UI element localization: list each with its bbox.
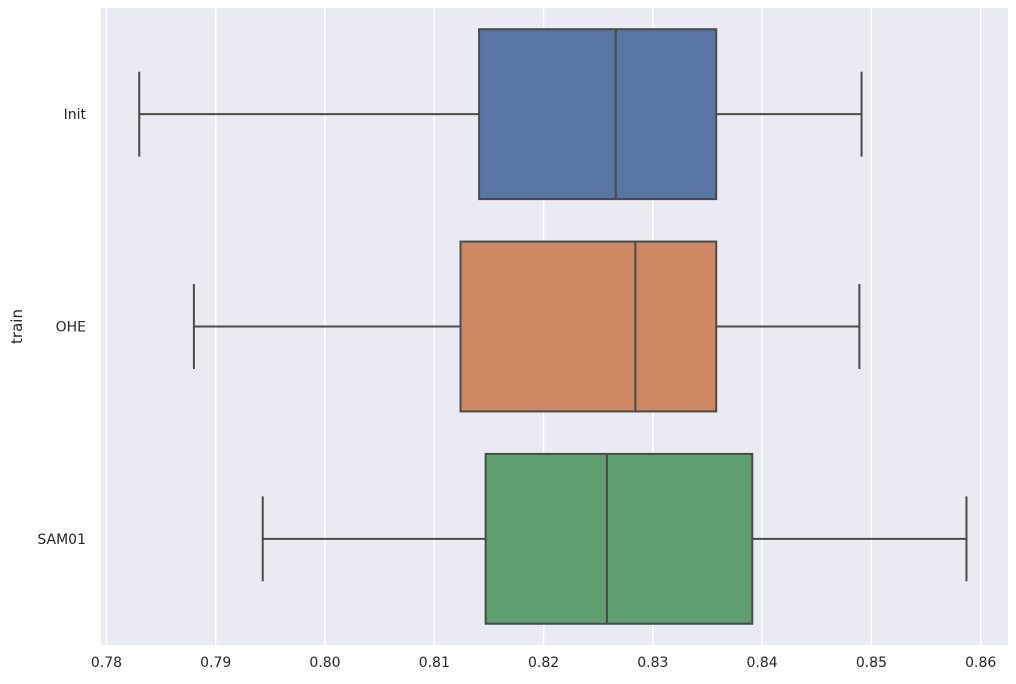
x-tick-label: 0.84 xyxy=(747,655,778,671)
box-group-ohe xyxy=(192,240,861,413)
boxes xyxy=(138,28,968,625)
y-tick-label: OHE xyxy=(56,320,86,336)
x-tick-label: 0.82 xyxy=(528,655,559,671)
y-axis-label: train xyxy=(8,309,26,344)
x-tick-labels: 0.78 0.79 0.80 0.81 0.82 0.83 0.84 0.85 0.86 xyxy=(91,655,996,671)
box-group-sam01 xyxy=(261,452,968,625)
x-tick-label: 0.78 xyxy=(91,655,122,671)
x-tick-label: 0.81 xyxy=(419,655,450,671)
y-tick-labels: Init OHE SAM01 xyxy=(37,107,86,548)
x-tick-label: 0.86 xyxy=(965,655,996,671)
x-tick-label: 0.80 xyxy=(309,655,340,671)
box-iqr xyxy=(459,240,718,413)
box-iqr xyxy=(478,28,718,201)
x-tick-label: 0.85 xyxy=(856,655,887,671)
y-tick-label: SAM01 xyxy=(37,532,86,548)
box-iqr xyxy=(484,452,754,625)
box-group-init xyxy=(138,28,863,201)
x-tick-label: 0.79 xyxy=(200,655,231,671)
x-tick-label: 0.83 xyxy=(637,655,668,671)
y-tick-label: Init xyxy=(64,107,87,123)
